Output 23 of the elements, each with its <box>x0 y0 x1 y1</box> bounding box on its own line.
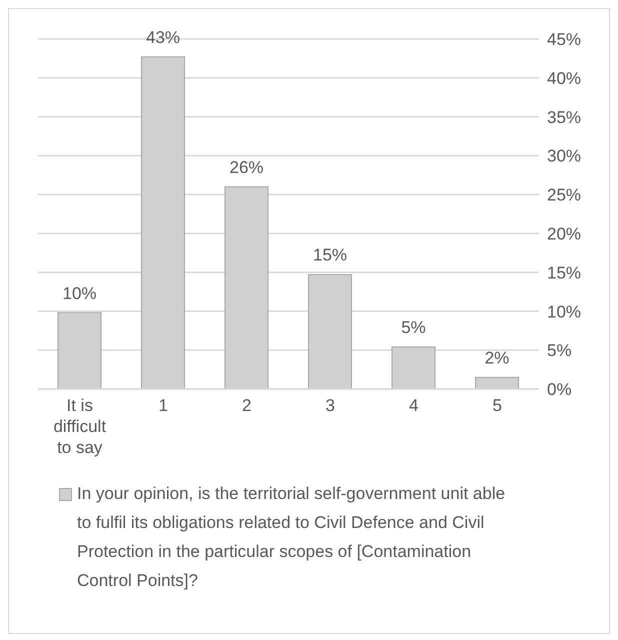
y-tick-label: 15% <box>547 263 582 282</box>
y-tick-label: 45% <box>547 30 582 50</box>
data-label: 2% <box>484 348 510 368</box>
y-tick-label: 30% <box>547 146 582 166</box>
x-tick-label: It is difficult to say <box>53 396 106 457</box>
y-tick-label: 35% <box>547 108 582 127</box>
y-tick-label: 10% <box>547 302 582 322</box>
legend-label: In your opinion, is the territorial self-government unit able to fulfil its obligations related to Civil Defence and Civil Protection in the particular scopes of [Contamination Control Points]? <box>77 483 506 592</box>
y-tick-label: 20% <box>547 224 582 244</box>
x-tick-label: 2 <box>242 396 252 415</box>
x-tick-label: 3 <box>326 396 335 415</box>
y-tick-label: 25% <box>547 186 582 205</box>
data-label: 15% <box>312 246 348 265</box>
y-tick-label: 40% <box>547 68 582 88</box>
x-tick-label: 1 <box>158 396 168 415</box>
y-tick-label: 5% <box>547 341 572 360</box>
data-label: 5% <box>401 318 426 337</box>
data-label: 26% <box>229 158 264 177</box>
y-tick-label: 0% <box>547 380 572 400</box>
data-label: 43% <box>146 28 180 47</box>
x-tick-label: 5 <box>492 396 502 415</box>
x-tick-label: 4 <box>409 396 418 415</box>
data-label: 10% <box>62 284 97 303</box>
